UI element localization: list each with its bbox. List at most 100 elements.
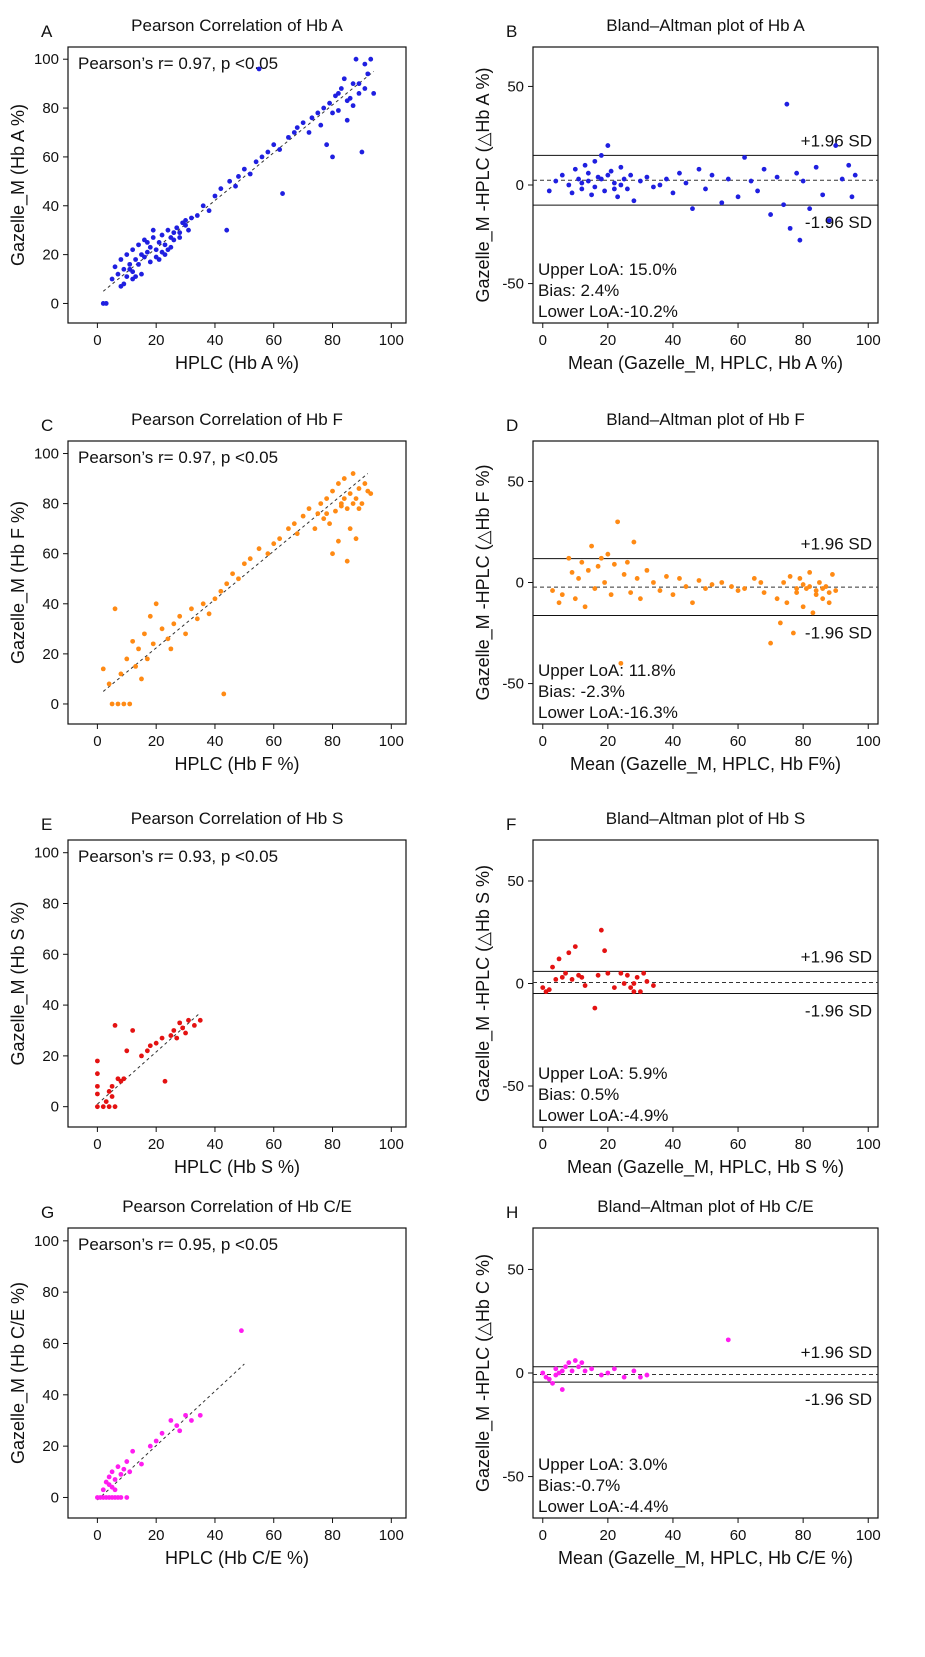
data-point [168,1418,174,1423]
data-point [605,143,611,148]
data-point [183,1030,188,1036]
data-point [294,125,300,131]
plot-frame [67,839,407,1128]
x-axis-label: HPLC (Hb S %) [174,1157,300,1177]
data-point [247,556,253,562]
data-point [696,578,702,583]
data-point [347,526,353,532]
data-point [559,172,565,178]
data-point [683,180,689,186]
data-point [136,646,141,652]
data-point [631,989,637,995]
data-point [144,239,150,245]
data-point [703,186,708,192]
y-tick-label: -50 [502,276,524,293]
data-point [618,970,624,976]
y-tick-label: 80 [42,895,59,912]
data-point [109,1094,115,1099]
x-tick-label: 100 [379,1527,404,1544]
data-point [368,56,374,62]
x-tick-label: 60 [265,1527,282,1544]
data-point [800,582,806,587]
data-point [344,558,350,564]
panel-F: 0 20 40 60 80 100 -50 0 50 F Bland–Altman plot of … [473,809,881,1178]
data-point [651,983,656,988]
lower-sd-label: -1.96 SD [805,1390,872,1409]
chart-title: Bland–Altman plot of Hb C/E [597,1197,813,1216]
x-tick-label: 0 [93,1527,101,1544]
data-point [631,1368,637,1374]
data-point [566,555,572,561]
data-point [820,192,826,198]
data-point [592,586,598,591]
data-point [572,1358,578,1363]
y-tick-label: 100 [34,446,59,463]
data-point [112,1023,118,1028]
data-point [106,681,112,687]
data-point [830,572,835,577]
data-point [631,981,637,986]
y-axis-label: Gazelle_M -HPLC (△Hb A %) [473,68,494,303]
data-point [725,176,731,182]
data-point [615,194,621,200]
data-point [180,1025,186,1031]
data-point [559,1368,565,1374]
data-point [100,666,106,672]
data-point [813,164,819,170]
data-point [353,56,359,62]
data-point [189,215,194,221]
data-point [206,208,212,214]
data-point [162,1078,168,1084]
data-point [94,1091,100,1097]
data-point [94,1083,100,1089]
data-point [241,561,247,567]
data-point [153,1438,159,1444]
data-point [300,120,306,126]
data-point [550,964,555,970]
chart-title: Pearson Correlation of Hb C/E [122,1197,352,1216]
data-point [106,1482,112,1488]
data-point [546,188,552,194]
data-point [362,86,368,91]
data-point [579,186,585,192]
data-point [833,588,839,593]
data-point [719,200,725,206]
data-point [582,1368,588,1374]
data-point [368,491,374,496]
data-point [318,501,324,507]
data-point [563,970,568,976]
loa-stat-line: Lower LoA:-4.9% [538,1106,668,1125]
data-point [621,981,627,986]
panel-E: 0 20 40 60 80 100 0 20 40 60 80 100 E Pearson Correla… [8,809,407,1177]
data-point [183,218,188,223]
data-point [103,1099,109,1105]
loa-stat-line: Bias: 0.5% [538,1085,619,1104]
data-point [291,521,297,527]
x-tick-label: 20 [600,733,617,750]
data-point [579,180,585,186]
x-tick-label: 100 [379,733,404,750]
data-point [585,178,591,184]
data-point [826,218,832,223]
data-point [576,176,581,182]
data-point [121,266,127,272]
data-point [112,606,118,612]
data-point [781,580,787,585]
x-axis-label: Mean (Gazelle_M, HPLC, Hb F%) [570,754,841,775]
data-point [321,105,327,111]
loa-stat-line: Upper LoA: 11.8% [538,661,676,680]
x-axis-label: HPLC (Hb F %) [174,754,299,774]
y-tick-label: 40 [42,198,59,215]
data-point [338,86,344,91]
pearson-annotation: Pearson’s r= 0.93, p <0.05 [78,847,278,866]
x-tick-label: 20 [148,733,165,750]
data-point [189,606,194,612]
x-tick-label: 80 [324,733,341,750]
data-point [130,638,136,644]
y-tick-label: 80 [42,1284,59,1301]
y-tick-label: 80 [42,496,59,513]
data-point [807,206,813,212]
fit-line [97,1363,245,1501]
panel-D: 0 20 40 60 80 100 -50 0 50 D Bland–Altman plot of … [473,410,881,775]
data-point [106,1089,112,1094]
